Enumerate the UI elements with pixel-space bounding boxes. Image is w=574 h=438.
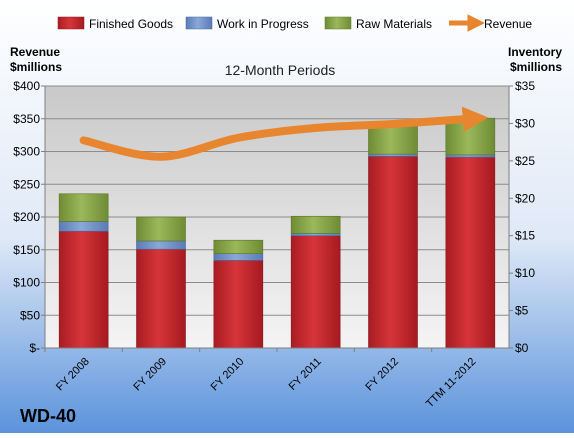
bar-work-in-progress bbox=[445, 154, 496, 158]
right-tick-label: $5 bbox=[515, 304, 529, 318]
bar-finished-goods bbox=[58, 230, 109, 349]
right-tick-label: $20 bbox=[515, 191, 535, 205]
bar-work-in-progress bbox=[58, 221, 109, 232]
left-axis-ticks: $- $50 $100 $150 $200 $250 $300 $350 $400 bbox=[13, 79, 45, 355]
legend-label-revenue: Revenue bbox=[484, 17, 532, 31]
right-tick-label: $25 bbox=[515, 154, 535, 168]
bar-raw-materials bbox=[368, 123, 418, 155]
bar-group bbox=[58, 117, 496, 349]
bar-raw-materials bbox=[58, 193, 109, 222]
revenue-line bbox=[79, 106, 489, 161]
legend-label-raw-materials: Raw Materials bbox=[356, 17, 432, 31]
bar-raw-materials bbox=[213, 239, 264, 254]
bar-raw-materials bbox=[136, 216, 186, 242]
bar-work-in-progress bbox=[213, 253, 264, 261]
right-tick-label: $15 bbox=[515, 229, 535, 243]
bar-finished-goods bbox=[445, 156, 496, 349]
bar-work-in-progress bbox=[290, 233, 341, 237]
bar-finished-goods bbox=[368, 156, 418, 349]
left-tick-label: $250 bbox=[13, 177, 40, 191]
left-tick-label: $200 bbox=[13, 210, 40, 224]
left-tick-label: $- bbox=[29, 341, 40, 355]
bar-finished-goods bbox=[290, 235, 341, 349]
bar-finished-goods bbox=[213, 260, 264, 349]
right-axis-ticks: $0 $5 $10 $15 $20 $25 $30 $35 bbox=[509, 79, 535, 355]
left-tick-label: $350 bbox=[13, 112, 40, 126]
left-tick-label: $100 bbox=[13, 276, 40, 290]
legend-swatch-finished-goods bbox=[57, 16, 85, 30]
bar-work-in-progress bbox=[368, 153, 418, 157]
left-tick-label: $400 bbox=[13, 79, 40, 93]
legend-label-work-in-progress: Work in Progress bbox=[217, 17, 309, 31]
bar-work-in-progress bbox=[136, 240, 186, 250]
right-tick-label: $30 bbox=[515, 116, 535, 130]
right-tick-label: $35 bbox=[515, 79, 535, 93]
legend-label-finished-goods: Finished Goods bbox=[89, 17, 173, 31]
left-tick-label: $150 bbox=[13, 243, 40, 257]
left-axis-label-line1: Revenue bbox=[10, 45, 60, 59]
left-axis-label-line2: $millions bbox=[10, 60, 62, 74]
bar-raw-materials bbox=[290, 215, 341, 234]
right-axis-label-line2: $millions bbox=[510, 60, 562, 74]
right-axis-label-line1: Inventory bbox=[508, 45, 562, 59]
bar-finished-goods bbox=[136, 248, 186, 349]
right-tick-label: $10 bbox=[515, 266, 535, 280]
legend-swatch-work-in-progress bbox=[185, 16, 213, 30]
chart-subtitle: 12-Month Periods bbox=[225, 62, 336, 78]
left-tick-label: $300 bbox=[13, 145, 40, 159]
legend: Finished Goods Work in Progress Raw Mate… bbox=[57, 14, 532, 32]
right-tick-label: $0 bbox=[515, 341, 529, 355]
left-tick-label: $50 bbox=[20, 308, 40, 322]
legend-swatch-raw-materials bbox=[324, 16, 352, 30]
company-name: WD-40 bbox=[20, 406, 76, 426]
